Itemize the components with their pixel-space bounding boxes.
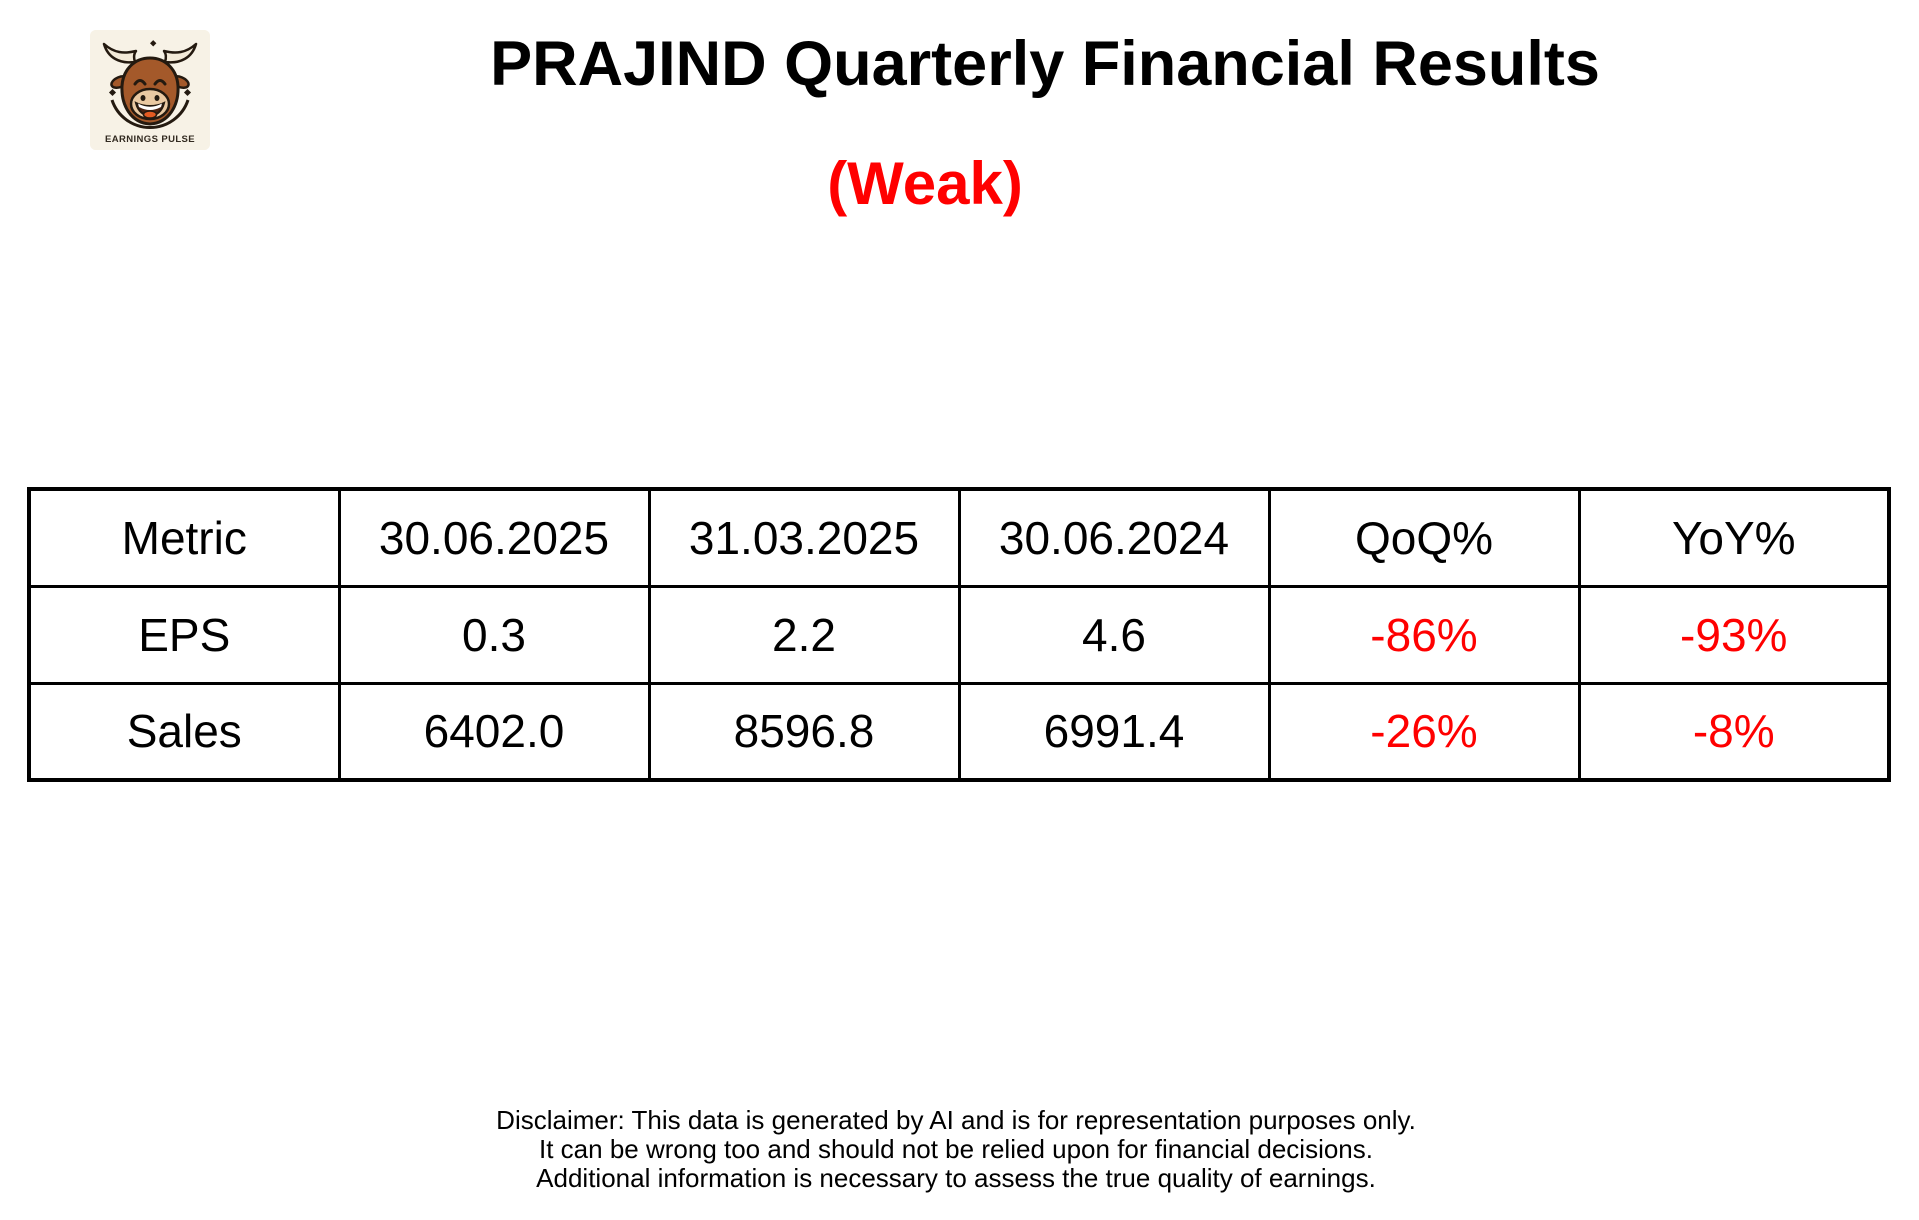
results-table: Metric 30.06.2025 31.03.2025 30.06.2024 … [27, 487, 1891, 782]
disclaimer: Disclaimer: This data is generated by AI… [0, 1106, 1912, 1193]
page-title: PRAJIND Quarterly Financial Results [490, 29, 1600, 99]
column-header-q-current: 30.06.2025 [337, 487, 651, 588]
eps-q-previous-cell: 2.2 [647, 584, 961, 685]
eps-q-yearago-cell: 4.6 [957, 584, 1271, 685]
column-header-yoy: YoY% [1577, 487, 1891, 588]
row-label-eps: EPS [27, 584, 341, 685]
header-row: Metric 30.06.2025 31.03.2025 30.06.2024 … [27, 487, 1891, 588]
column-header-qoq: QoQ% [1267, 487, 1581, 588]
disclaimer-line-2: It can be wrong too and should not be re… [539, 1134, 1373, 1164]
disclaimer-line-3: Additional information is necessary to a… [536, 1163, 1376, 1193]
sales-q-yearago-cell: 6991.4 [957, 681, 1271, 782]
eps-q-current-cell: 0.3 [337, 584, 651, 685]
sales-q-current-cell: 6402.0 [337, 681, 651, 782]
row-label-sales: Sales [27, 681, 341, 782]
table-row-eps: EPS 0.3 2.2 4.6 -86% -93% [27, 584, 1891, 685]
disclaimer-line-1: Disclaimer: This data is generated by AI… [496, 1105, 1416, 1135]
logo-brand-text: EARNINGS PULSE [104, 134, 196, 145]
verdict-label: (Weak) [827, 150, 1023, 217]
sales-q-previous-cell: 8596.8 [647, 681, 961, 782]
sales-qoq-cell: -26% [1267, 681, 1581, 782]
eps-yoy-cell: -93% [1577, 584, 1891, 685]
eps-qoq-cell: -86% [1267, 584, 1581, 685]
column-header-q-previous: 31.03.2025 [647, 487, 961, 588]
bull-icon [90, 30, 210, 150]
earnings-pulse-logo: EARNINGS PULSE [90, 30, 210, 150]
table-row-sales: Sales 6402.0 8596.8 6991.4 -26% -8% [27, 681, 1891, 782]
column-header-q-yearago: 30.06.2024 [957, 487, 1271, 588]
sales-yoy-cell: -8% [1577, 681, 1891, 782]
column-header-metric: Metric [27, 487, 341, 588]
